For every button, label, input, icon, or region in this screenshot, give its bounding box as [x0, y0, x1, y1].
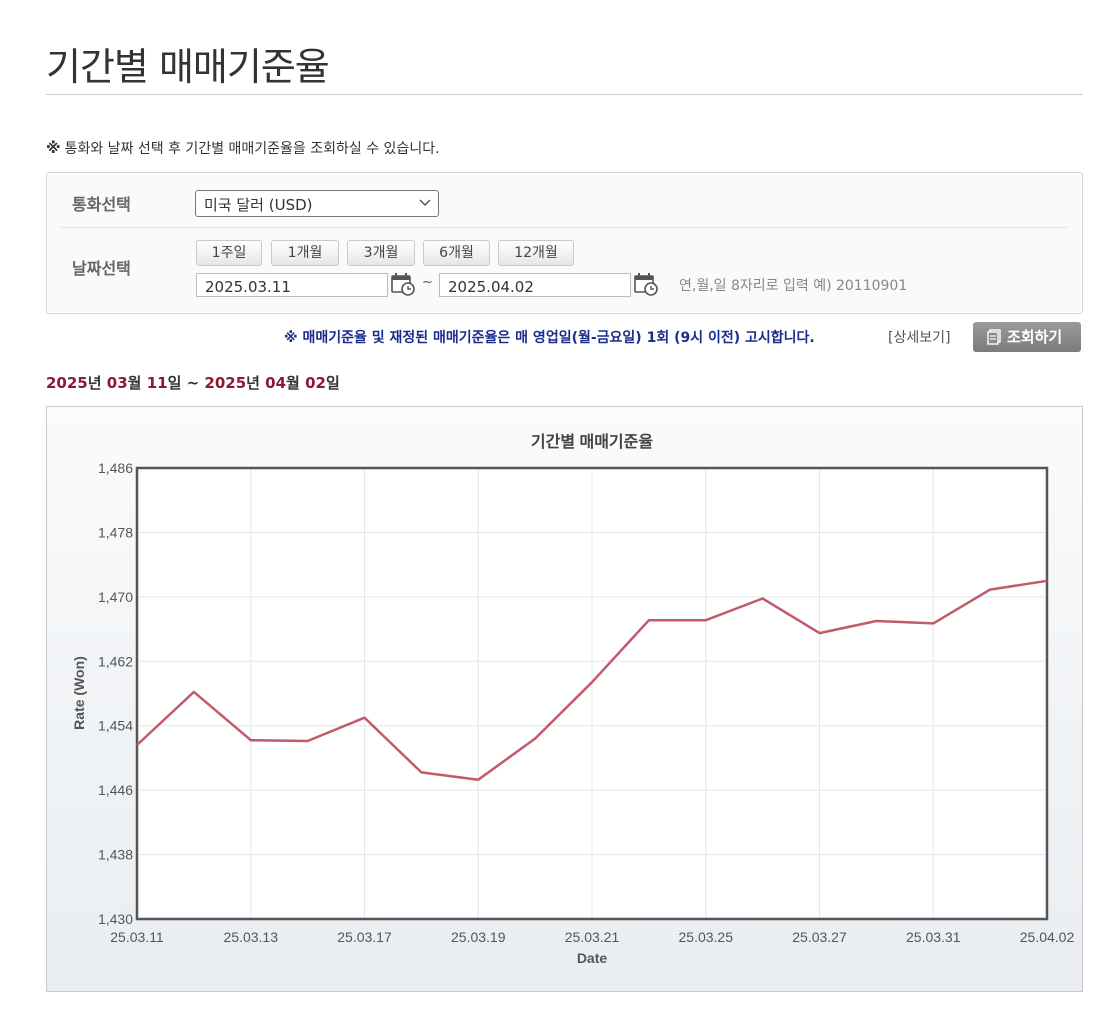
announcement: ※ 매매기준율 및 재정된 매매기준율은 매 영업일(월-금요일) 1회 (9시… — [284, 330, 815, 346]
caption-unit-day: 일 — [325, 374, 340, 392]
x-tick-label: 25.03.21 — [565, 929, 620, 945]
row-divider — [61, 227, 1068, 228]
caption-unit-month: 월 — [127, 374, 147, 392]
y-tick-label: 1,446 — [98, 782, 133, 798]
x-tick-label: 25.03.17 — [337, 929, 392, 945]
rate-line-chart: 기간별 매매기준율 1,430 1,438 1,446 1,454 1,462 1,470… — [71, 433, 1075, 966]
end-date-input[interactable]: 2025.04.02 — [439, 273, 631, 297]
y-tick-label: 1,430 — [98, 911, 133, 927]
y-tick-label: 1,470 — [98, 589, 133, 605]
x-tick-label: 25.03.19 — [451, 929, 506, 945]
y-axis-label: Rate (Won) — [71, 656, 87, 730]
document-icon — [987, 329, 1001, 345]
start-date-input[interactable]: 2025.03.11 — [196, 273, 388, 297]
y-tick-label: 1,454 — [98, 718, 133, 734]
period-button-1week[interactable]: 1주일 — [196, 240, 262, 266]
caption-start-year: 2025 — [46, 374, 88, 392]
currency-label: 통화선택 — [72, 195, 131, 214]
currency-select[interactable]: 미국 달러 (USD) — [195, 190, 439, 217]
caption-unit-month: 월 — [286, 374, 306, 392]
series-line — [136, 579, 1048, 781]
title-divider — [46, 94, 1083, 95]
caption-end-year: 2025 — [204, 374, 247, 392]
caption-unit-day-sep: 일 ~ — [167, 374, 205, 392]
x-tick-label: 25.03.13 — [224, 929, 279, 945]
period-button-3months[interactable]: 3개월 — [347, 240, 415, 266]
x-tick-label: 25.04.02 — [1020, 929, 1075, 945]
x-tick-label: 25.03.25 — [679, 929, 734, 945]
date-format-hint: 연,월,일 8자리로 입력 예) 20110901 — [679, 278, 908, 294]
caption-start-month: 03 — [106, 374, 128, 392]
notice: ※ 통화와 날짜 선택 후 기간별 매매기준율을 조회하실 수 있습니다. — [46, 138, 440, 158]
date-label: 날짜선택 — [72, 259, 131, 278]
page-title: 기간별 매매기준율 — [46, 45, 330, 89]
date-range-caption: 2025년 03월 11일 ~ 2025년 04월 02일 — [46, 372, 340, 393]
search-button-label: 조회하기 — [1007, 328, 1063, 346]
plot-frame — [135, 466, 1049, 921]
detail-link[interactable]: [상세보기] — [888, 330, 951, 346]
chevron-down-icon — [419, 199, 431, 206]
caption-start-day: 11 — [146, 374, 168, 392]
currency-select-value: 미국 달러 (USD) — [204, 196, 313, 214]
search-button[interactable]: 조회하기 — [973, 322, 1081, 352]
period-button-12months[interactable]: 12개월 — [498, 240, 574, 266]
y-tick-label: 1,438 — [98, 847, 133, 863]
x-axis-label: Date — [577, 950, 608, 966]
x-tick-label: 25.03.27 — [792, 929, 847, 945]
calendar-icon[interactable] — [390, 271, 416, 297]
y-tick-label: 1,462 — [98, 653, 133, 669]
period-button-6months[interactable]: 6개월 — [423, 240, 490, 266]
period-button-1month[interactable]: 1개월 — [271, 240, 339, 266]
caption-end-day: 02 — [305, 374, 326, 392]
notice-text: 통화와 날짜 선택 후 기간별 매매기준율을 조회하실 수 있습니다. — [64, 141, 440, 157]
caption-unit-year: 년 — [246, 374, 266, 392]
calendar-icon[interactable] — [633, 271, 659, 297]
notice-mark: ※ — [46, 139, 61, 157]
caption-end-month: 04 — [265, 374, 287, 392]
chart-title: 기간별 매매기준율 — [531, 433, 653, 451]
y-tick-label: 1,478 — [98, 524, 133, 540]
caption-unit-year: 년 — [87, 374, 107, 392]
y-tick-label: 1,486 — [98, 460, 133, 476]
x-tick-label: 25.03.11 — [110, 929, 164, 945]
date-range-separator: ~ — [422, 275, 433, 290]
chart-panel: 기간별 매매기준율 1,430 1,438 1,446 1,454 1,462 1,470… — [46, 406, 1083, 992]
x-tick-label: 25.03.31 — [906, 929, 961, 945]
search-panel: 통화선택 미국 달러 (USD) 날짜선택 1주일 1개월 3개월 6개월 12… — [46, 172, 1083, 314]
